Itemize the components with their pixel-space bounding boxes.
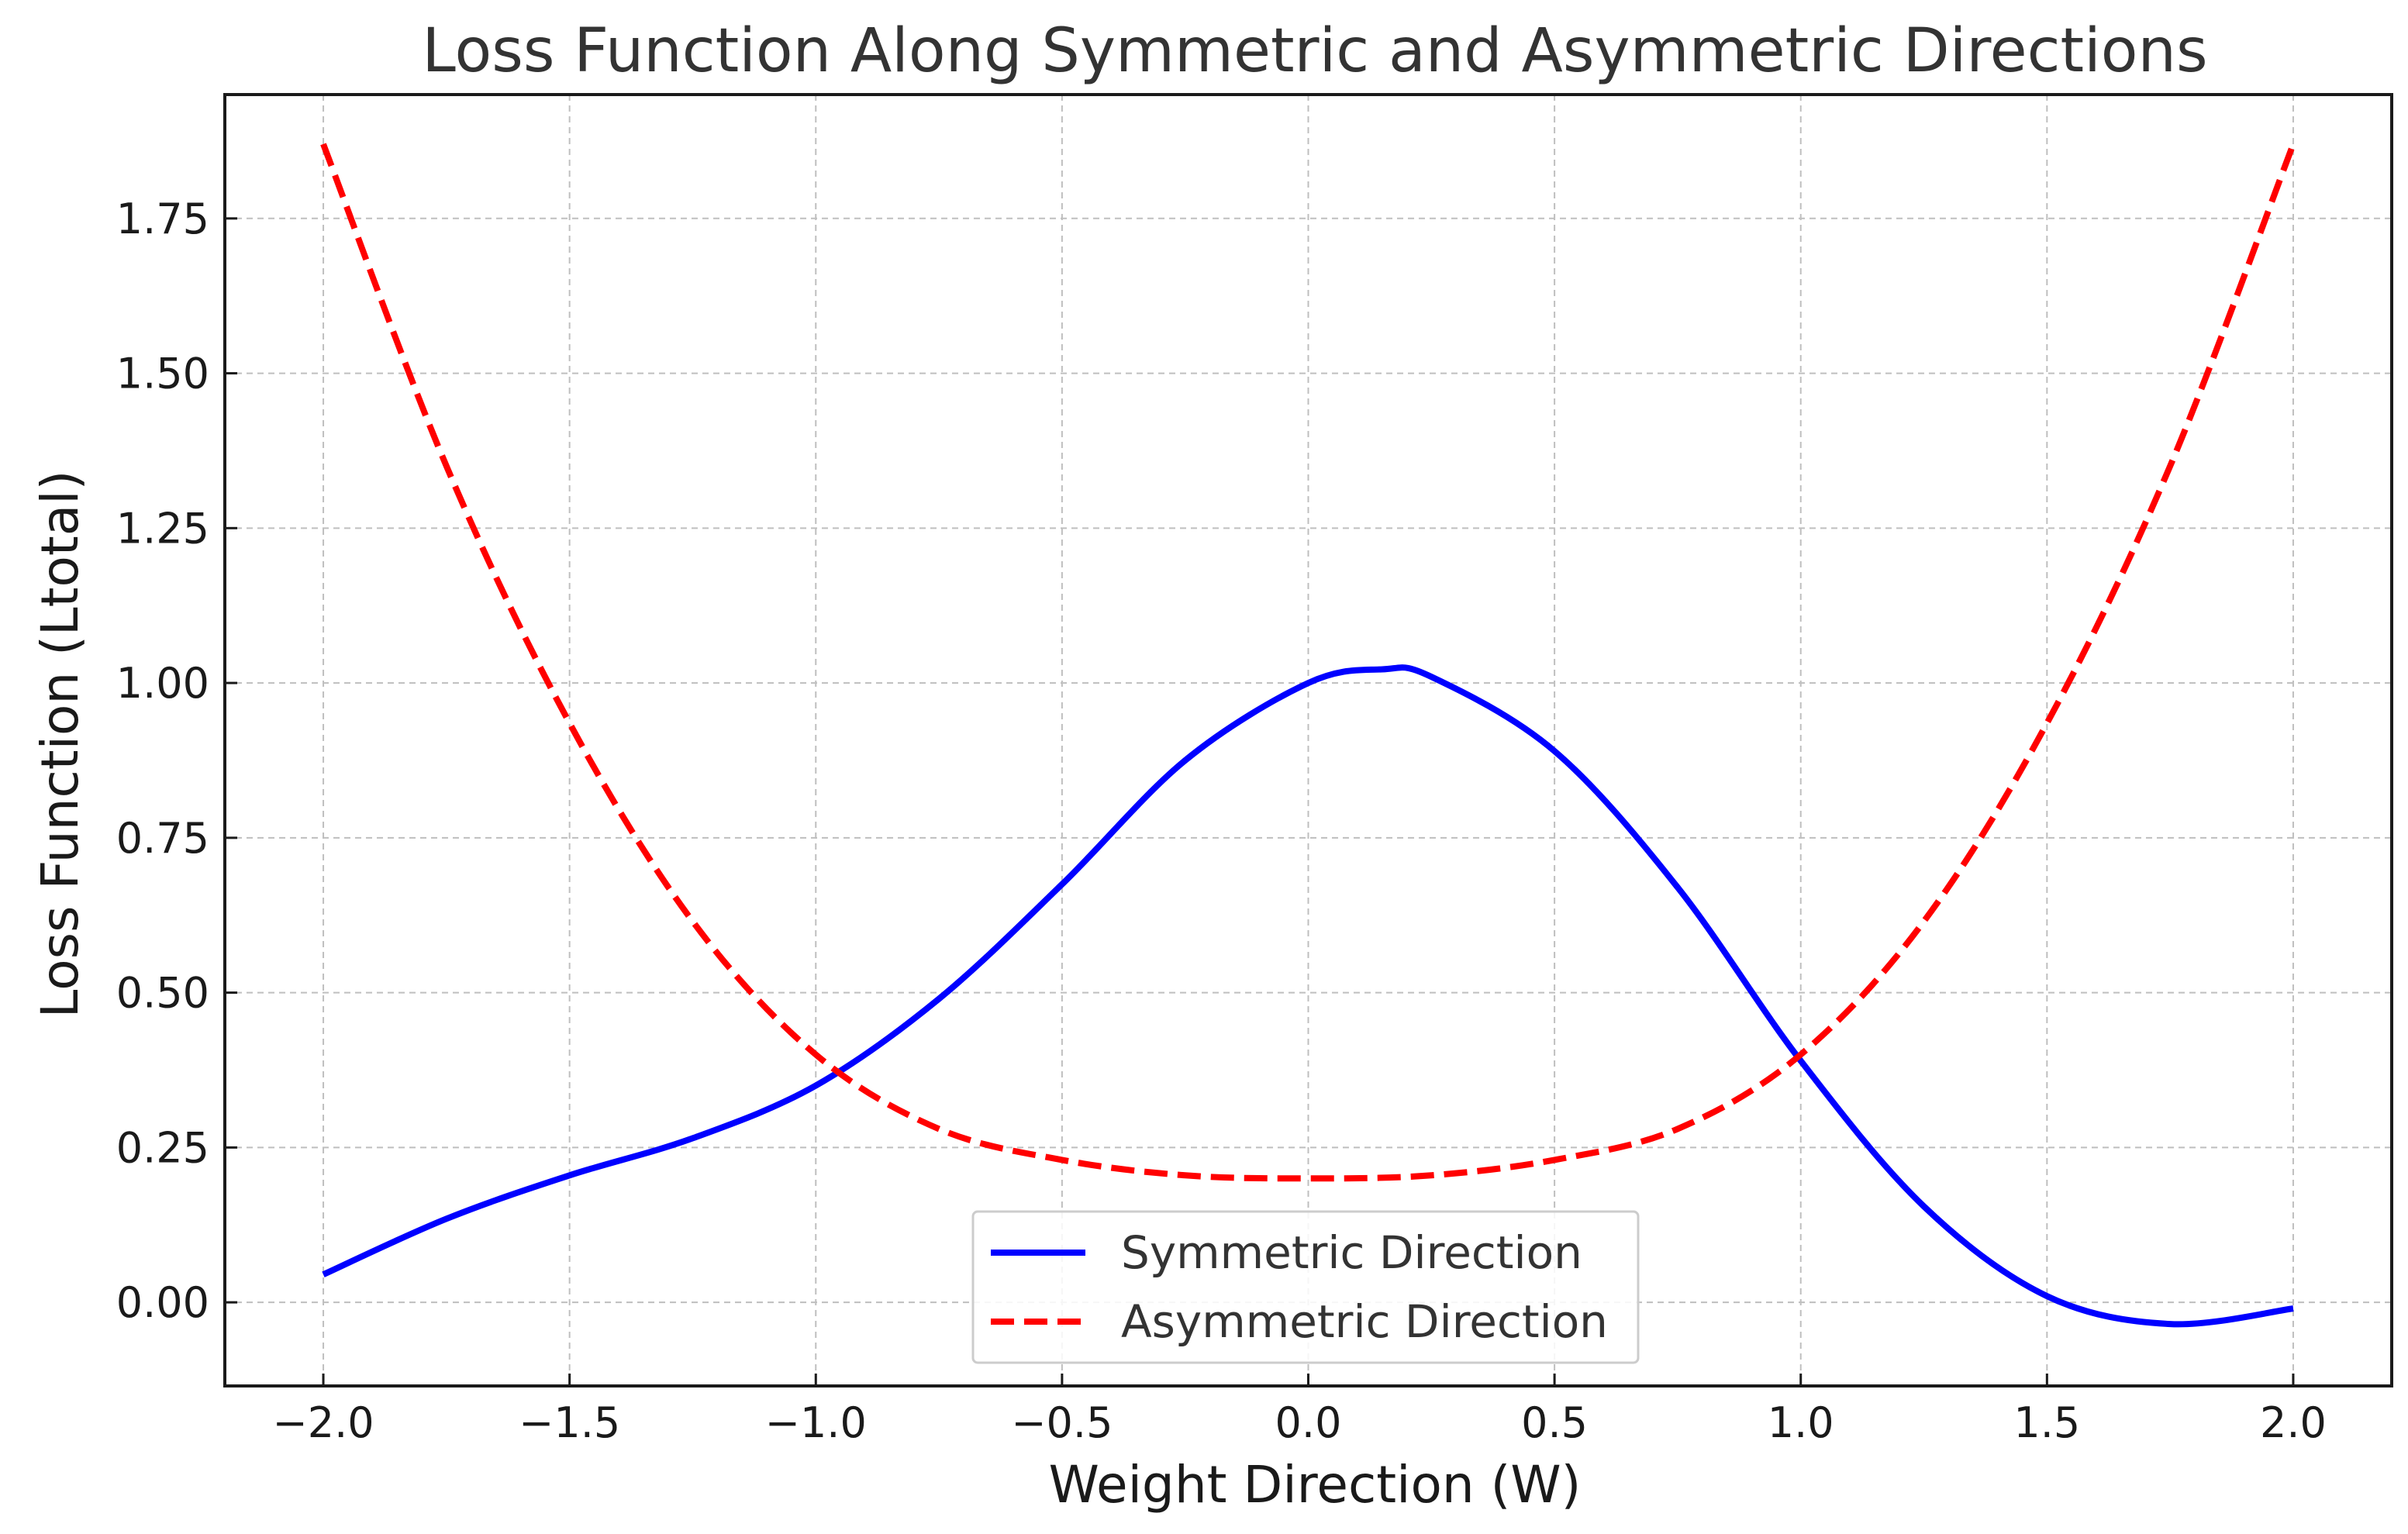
series-layer xyxy=(320,143,2296,1328)
x-tick-label: 0.0 xyxy=(1275,1398,1342,1447)
y-tick-label: 1.25 xyxy=(116,504,209,553)
legend: Symmetric Direction Asymmetric Direction xyxy=(971,1210,1640,1364)
y-tick-label: 1.50 xyxy=(116,350,209,398)
y-tick-label: 0.25 xyxy=(116,1123,209,1172)
x-tick-label: 0.5 xyxy=(1521,1398,1588,1447)
x-tick-label: 1.5 xyxy=(2013,1398,2080,1447)
series-line-symmetric xyxy=(322,664,2294,1328)
ticks: −2.0 −1.5 −1.0 −0.5 0.0 0.5 1.0 1.5 2.0 0.00 0.25 0… xyxy=(116,195,2327,1447)
y-tick-label: 0.50 xyxy=(116,969,209,1018)
y-tick-label: 1.75 xyxy=(116,195,209,243)
x-tick-label: 1.0 xyxy=(1768,1398,1834,1447)
y-tick-label: 0.75 xyxy=(116,814,209,863)
series-line-asymmetric xyxy=(320,143,2296,1182)
x-tick-label: −2.0 xyxy=(272,1398,374,1447)
x-tick-label: 2.0 xyxy=(2260,1398,2327,1447)
y-tick-label: 0.00 xyxy=(116,1278,209,1327)
x-tick-label: −1.0 xyxy=(765,1398,867,1447)
x-tick-label: −0.5 xyxy=(1011,1398,1113,1447)
chart-title: Loss Function Along Symmetric and Asymme… xyxy=(422,16,2207,86)
legend-label-asymmetric: Asymmetric Direction xyxy=(1121,1295,1608,1348)
x-axis-label: Weight Direction (W) xyxy=(1049,1455,1582,1515)
y-tick-label: 1.00 xyxy=(116,659,209,708)
y-axis-label: Loss Function (Ltotal) xyxy=(30,471,90,1019)
grid xyxy=(225,95,2392,1386)
legend-label-symmetric: Symmetric Direction xyxy=(1121,1226,1582,1279)
legend-box xyxy=(971,1210,1640,1364)
x-tick-label: −1.5 xyxy=(519,1398,620,1447)
